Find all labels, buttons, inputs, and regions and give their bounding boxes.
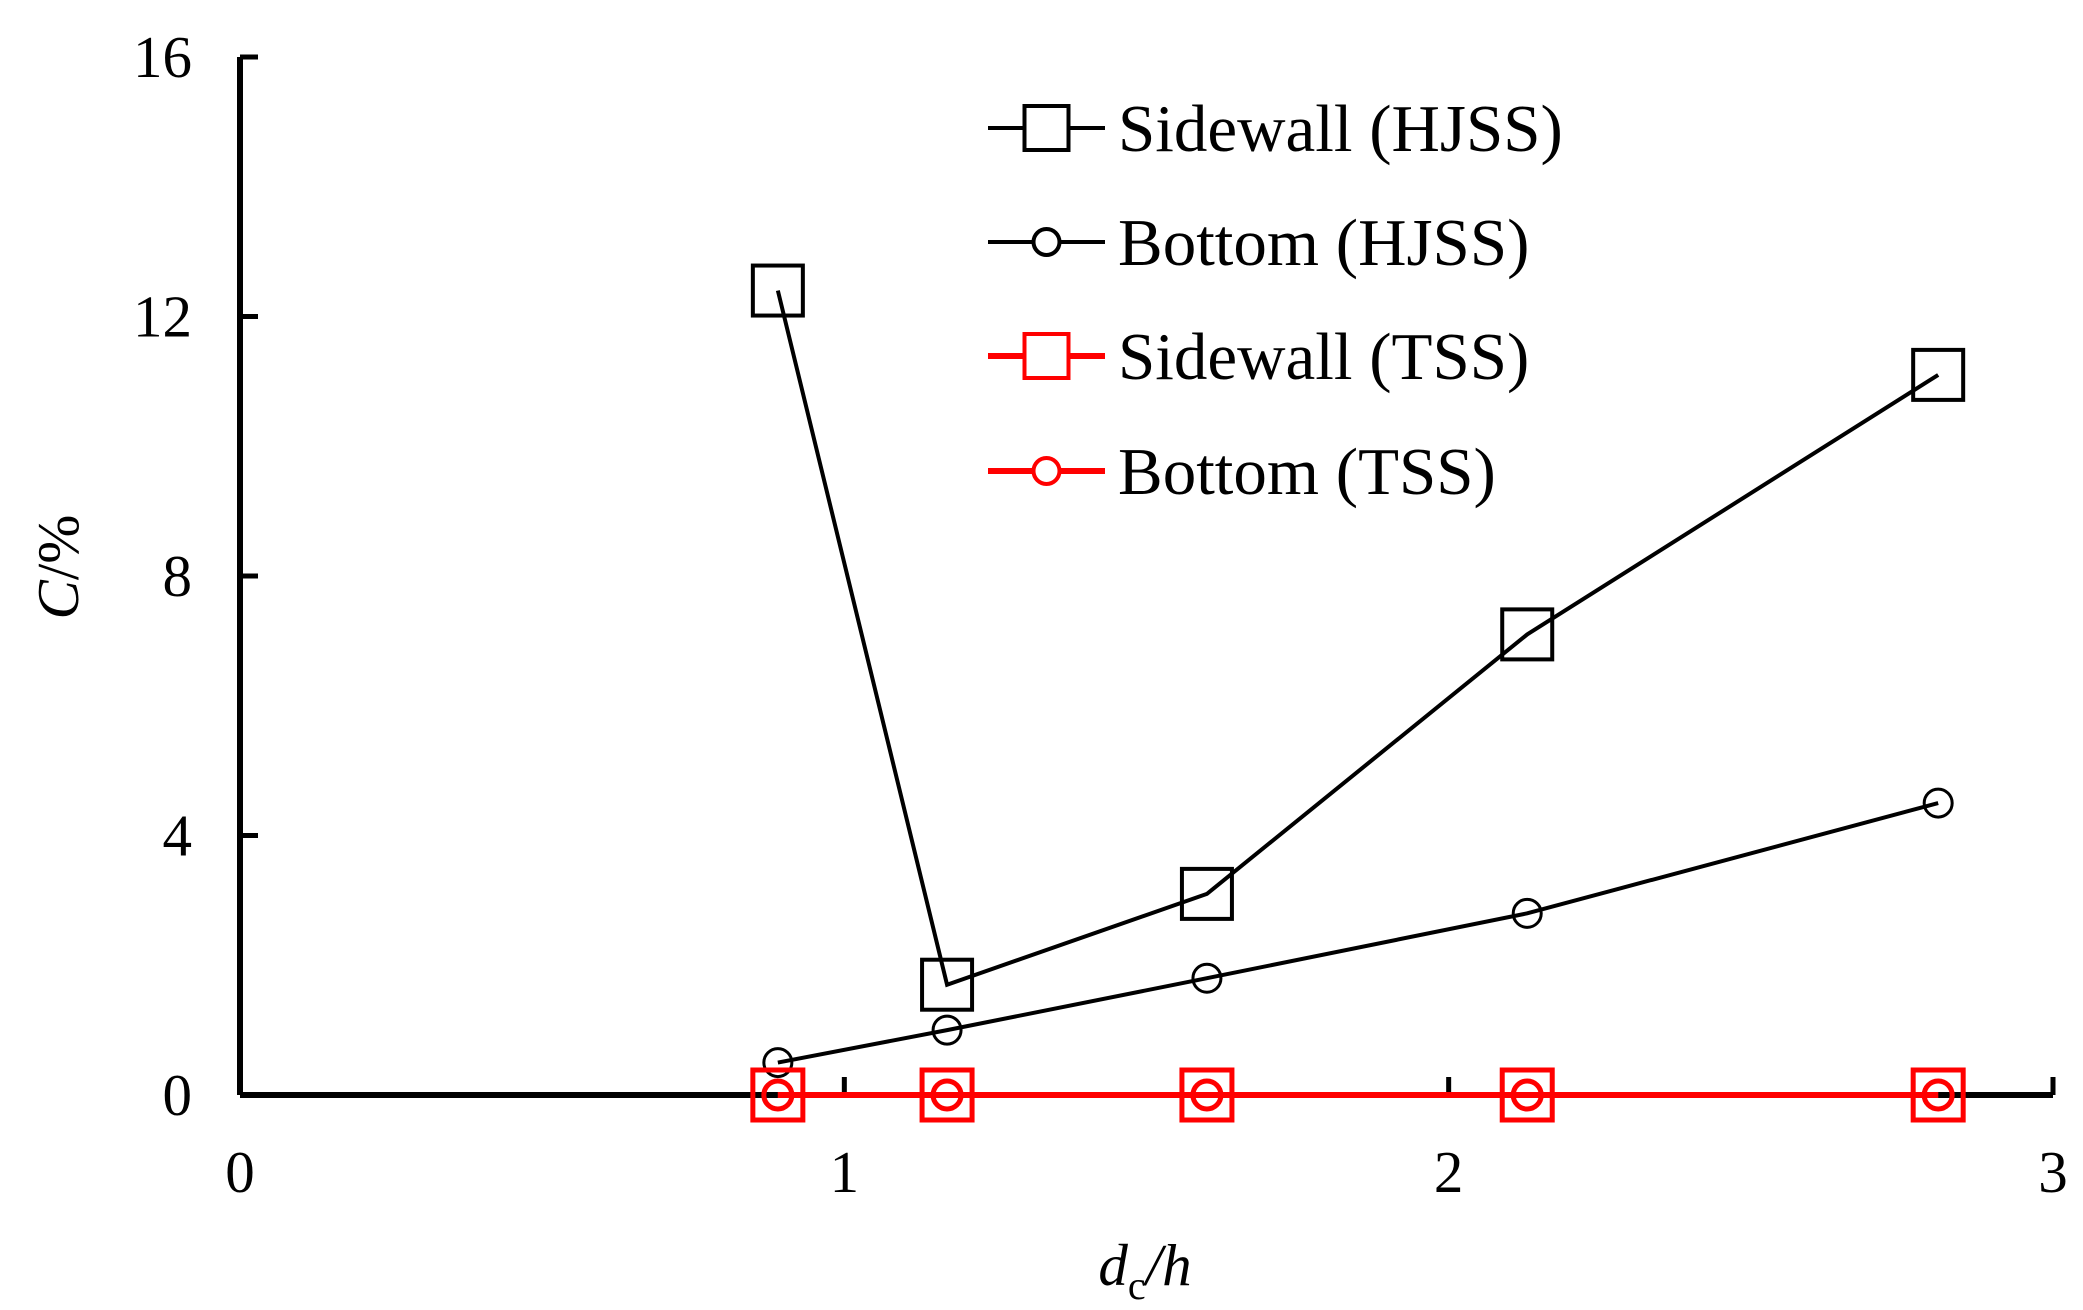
y-tick-label: 0 — [163, 1062, 193, 1128]
y-tick-label: 16 — [133, 24, 192, 90]
y-axis-title-main: C — [25, 579, 91, 619]
data-point — [1922, 787, 1954, 819]
data-point — [762, 1047, 794, 1079]
y-axis-title-rest: /% — [25, 515, 91, 581]
data-point — [931, 1014, 963, 1046]
legend-marker — [1022, 104, 1071, 152]
series-group — [761, 1078, 1955, 1112]
x-tick-label: 0 — [225, 1139, 255, 1205]
x-tick-label: 1 — [830, 1139, 860, 1205]
data-point — [1510, 1078, 1544, 1112]
series — [750, 263, 1966, 1123]
legend-label: Bottom (TSS) — [1118, 435, 1496, 509]
x-axis-title-main: d — [1098, 1232, 1128, 1298]
y-tick-label: 12 — [133, 284, 192, 350]
x-axis-title-sub: c — [1128, 1263, 1146, 1308]
x-axis-title-rest: /h — [1143, 1232, 1192, 1298]
data-point — [1190, 1078, 1224, 1112]
legend-marker — [1031, 456, 1062, 486]
y-axis-title: C/% — [25, 515, 91, 620]
x-tick-label: 3 — [2038, 1139, 2068, 1205]
data-point — [750, 263, 805, 318]
series-line — [775, 290, 1940, 988]
data-point — [1191, 962, 1223, 994]
data-point — [930, 1078, 964, 1112]
data-point — [1500, 607, 1555, 662]
data-point — [1179, 866, 1234, 921]
data-point — [1511, 897, 1543, 929]
legend-label: Bottom (HJSS) — [1118, 206, 1529, 280]
series-group — [762, 787, 1954, 1079]
legend-label: Sidewall (TSS) — [1118, 320, 1529, 394]
data-point — [761, 1078, 795, 1112]
legend-marker — [1031, 227, 1062, 257]
legend-label: Sidewall (HJSS) — [1118, 92, 1563, 166]
x-tick-label: 2 — [1434, 1139, 1464, 1205]
x-axis-title: dc/h — [1098, 1232, 1191, 1308]
series-group — [750, 263, 1966, 1012]
series-line — [777, 801, 1939, 1065]
data-point — [1921, 1078, 1955, 1112]
y-tick-label: 4 — [163, 803, 193, 869]
legend-marker — [1022, 332, 1071, 380]
legend: Sidewall (HJSS) Bottom (HJSS) Sidewall (TS… — [988, 92, 1563, 509]
y-tick-label: 8 — [163, 543, 193, 609]
data-point — [1911, 347, 1966, 402]
data-point — [920, 957, 975, 1012]
